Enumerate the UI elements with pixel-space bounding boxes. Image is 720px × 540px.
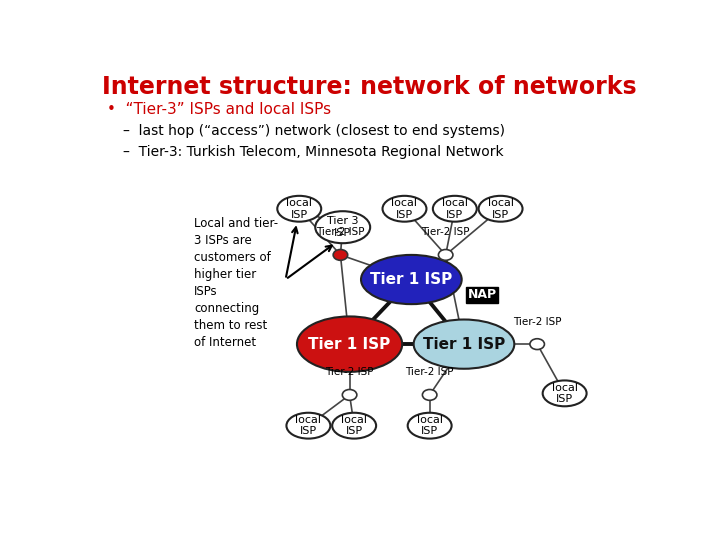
- Ellipse shape: [543, 381, 587, 406]
- Text: NAP: NAP: [468, 288, 497, 301]
- Circle shape: [342, 389, 357, 400]
- Ellipse shape: [361, 255, 462, 304]
- Text: Tier 1 ISP: Tier 1 ISP: [423, 336, 505, 352]
- Text: local
ISP: local ISP: [552, 382, 577, 404]
- Text: local
ISP: local ISP: [442, 198, 468, 220]
- Text: local
ISP: local ISP: [417, 415, 443, 436]
- Text: local
ISP: local ISP: [287, 198, 312, 220]
- Ellipse shape: [315, 211, 370, 243]
- Text: Tier-2 ISP: Tier-2 ISP: [421, 227, 470, 238]
- Circle shape: [530, 339, 544, 349]
- Circle shape: [438, 249, 453, 260]
- FancyBboxPatch shape: [467, 287, 498, 303]
- Text: •  “Tier-3” ISPs and local ISPs: • “Tier-3” ISPs and local ISPs: [107, 102, 331, 117]
- Text: Tier 3
ISP: Tier 3 ISP: [327, 217, 359, 238]
- Ellipse shape: [414, 320, 514, 369]
- Ellipse shape: [433, 196, 477, 222]
- Circle shape: [333, 249, 348, 260]
- Circle shape: [423, 389, 437, 400]
- Text: Internet structure: network of networks: Internet structure: network of networks: [102, 75, 636, 99]
- Ellipse shape: [277, 196, 321, 222]
- Text: –  Tier-3: Turkish Telecom, Minnesota Regional Network: – Tier-3: Turkish Telecom, Minnesota Reg…: [124, 145, 504, 159]
- Text: local
ISP: local ISP: [487, 198, 513, 220]
- Text: Local and tier-
3 ISPs are
customers of
higher tier
ISPs
connecting
them to rest: Local and tier- 3 ISPs are customers of …: [194, 217, 278, 349]
- Ellipse shape: [287, 413, 330, 438]
- Ellipse shape: [297, 316, 402, 372]
- Text: Tier 1 ISP: Tier 1 ISP: [370, 272, 452, 287]
- Text: –  last hop (“access”) network (closest to end systems): – last hop (“access”) network (closest t…: [124, 124, 505, 138]
- Text: Tier 1 ISP: Tier 1 ISP: [308, 336, 391, 352]
- Ellipse shape: [332, 413, 376, 438]
- Ellipse shape: [382, 196, 426, 222]
- Text: Tier-2 ISP: Tier-2 ISP: [513, 316, 562, 327]
- Text: Tier-2 ISP: Tier-2 ISP: [316, 227, 365, 238]
- Text: Tier-2 ISP: Tier-2 ISP: [325, 367, 374, 377]
- Text: local
ISP: local ISP: [392, 198, 418, 220]
- Text: local
ISP: local ISP: [341, 415, 367, 436]
- Text: Tier-2 ISP: Tier-2 ISP: [405, 367, 454, 377]
- Ellipse shape: [408, 413, 451, 438]
- Text: local
ISP: local ISP: [295, 415, 321, 436]
- Ellipse shape: [479, 196, 523, 222]
